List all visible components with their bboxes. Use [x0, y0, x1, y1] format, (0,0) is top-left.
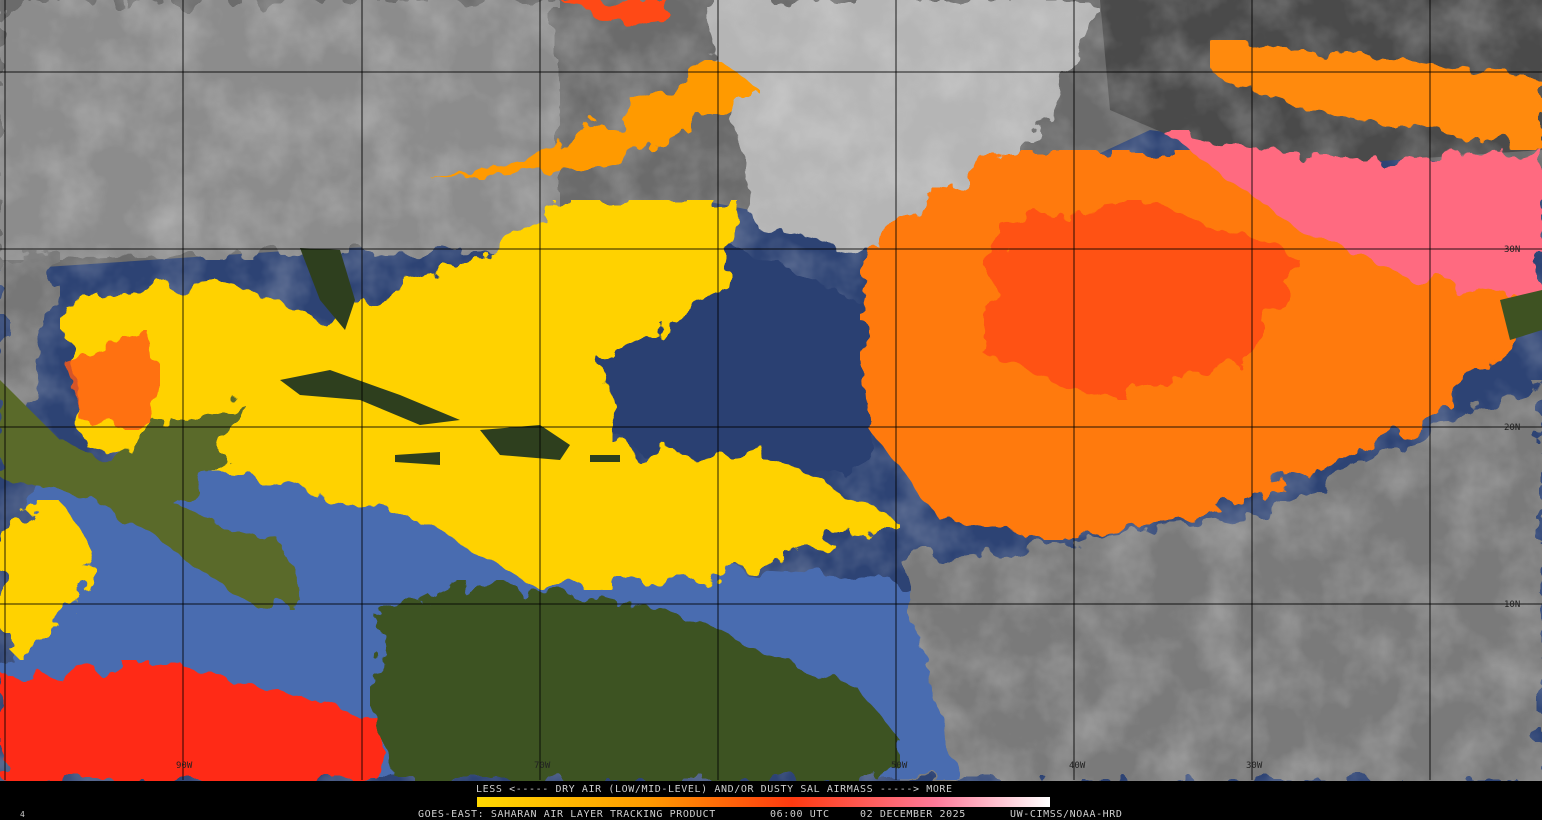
- date: 02 DECEMBER 2025: [860, 809, 966, 820]
- grid-labels: 30N 20N 10N 90W 70W 50W 40W 30W: [176, 245, 1520, 771]
- lat-label: 10N: [1504, 600, 1520, 610]
- legend-color-bar: [477, 797, 1050, 807]
- legend-caption: LESS <----- DRY AIR (LOW/MID-LEVEL) AND/…: [476, 784, 953, 795]
- footer-bar: LESS <----- DRY AIR (LOW/MID-LEVEL) AND/…: [0, 781, 1542, 820]
- lon-label: 70W: [534, 761, 551, 771]
- lat-lon-grid: [0, 0, 1542, 780]
- lat-label: 20N: [1504, 423, 1520, 433]
- imagery: [0, 0, 1542, 782]
- lon-label: 30W: [1246, 761, 1263, 771]
- credit: UW-CIMSS/NOAA-HRD: [1010, 809, 1123, 820]
- lon-label: 40W: [1069, 761, 1086, 771]
- lon-label: 50W: [891, 761, 908, 771]
- lat-label: 30N: [1504, 245, 1520, 255]
- time: 06:00 UTC: [770, 809, 830, 820]
- lon-label: 90W: [176, 761, 193, 771]
- product-name: GOES-EAST: SAHARAN AIR LAYER TRACKING PR…: [418, 809, 716, 820]
- frame-number: 4: [20, 810, 25, 819]
